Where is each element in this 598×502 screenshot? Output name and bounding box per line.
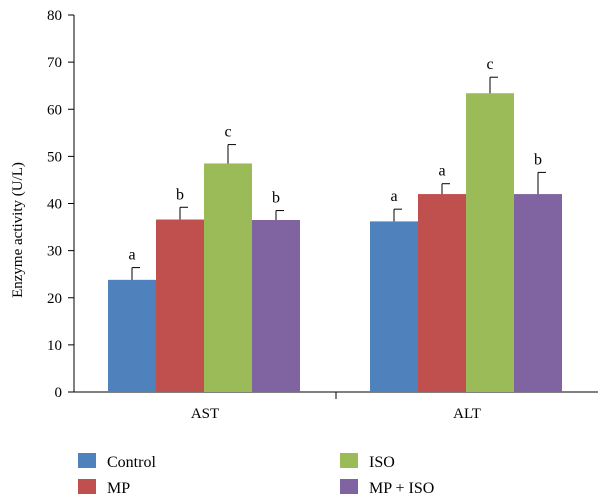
significance-label: a (438, 163, 445, 180)
y-tick-label: 70 (47, 55, 62, 71)
y-tick-label: 20 (47, 291, 62, 307)
legend-label: MP (107, 480, 130, 497)
legend-swatch (78, 453, 96, 468)
bar (252, 219, 300, 392)
legend-swatch (340, 453, 358, 468)
bar (370, 221, 418, 392)
x-category-label: AST (191, 406, 219, 422)
legend-swatch (340, 479, 358, 494)
y-tick-label: 30 (47, 244, 62, 260)
legend-label: ISO (369, 454, 395, 471)
legend-item: ISO (340, 453, 395, 471)
y-axis: 0 10 20 30 40 50 60 70 80 (47, 8, 75, 401)
legend: Control MP ISO MP + ISO (78, 453, 434, 497)
error-bars (131, 76, 546, 280)
y-tick-label: 10 (47, 338, 62, 354)
bar (108, 279, 156, 392)
legend-item: Control (78, 453, 156, 471)
y-tick-label: 40 (47, 197, 62, 213)
legend-label: MP + ISO (369, 480, 434, 497)
legend-swatch (78, 479, 96, 494)
significance-label: b (272, 190, 280, 207)
y-tick-label: 50 (47, 149, 62, 165)
legend-item: MP + ISO (340, 479, 434, 497)
y-tick-label: 0 (55, 385, 63, 401)
legend-label: Control (107, 454, 156, 471)
significance-labels: a b c b a a c b (128, 56, 542, 263)
significance-label: a (128, 247, 135, 264)
significance-label: c (486, 56, 493, 73)
significance-label: b (534, 151, 542, 168)
significance-label: a (390, 188, 397, 205)
y-axis-title: Enzyme activity (U/L) (10, 162, 26, 298)
significance-label: c (224, 124, 231, 141)
bar (156, 219, 204, 392)
bar (418, 194, 466, 392)
bar (514, 194, 562, 392)
x-category-label: ALT (453, 406, 481, 422)
bar (204, 163, 252, 392)
significance-label: b (176, 186, 184, 203)
y-tick-label: 60 (47, 102, 62, 118)
legend-item: MP (78, 479, 130, 497)
x-axis: AST ALT (74, 391, 598, 422)
bar (466, 93, 514, 392)
y-tick-label: 80 (47, 8, 62, 24)
bars (108, 93, 562, 392)
